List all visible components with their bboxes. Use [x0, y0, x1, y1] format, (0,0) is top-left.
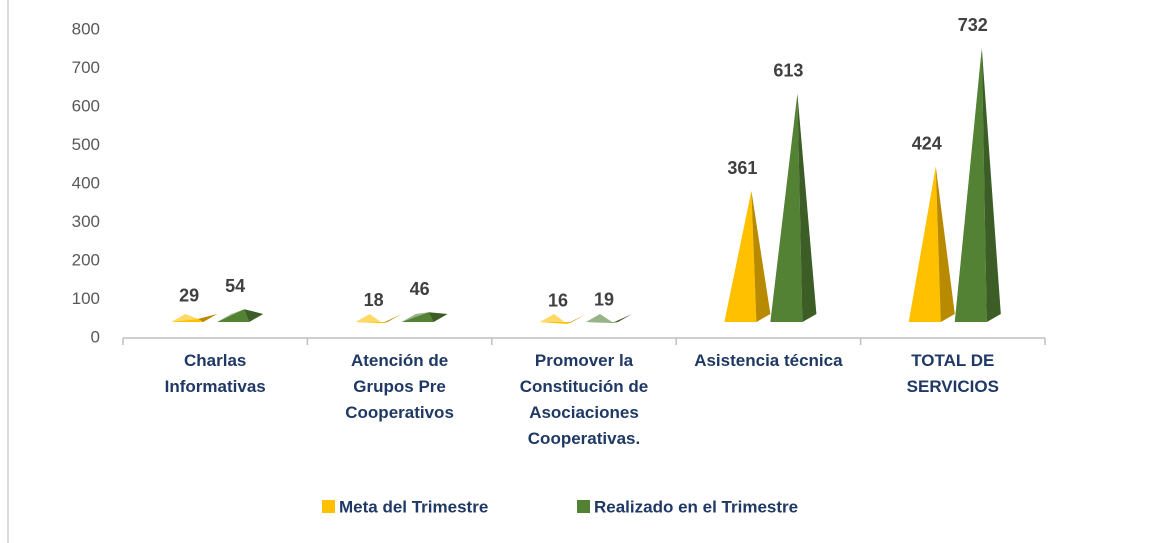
pyramid-side [198, 314, 218, 322]
pyramid-side [428, 312, 448, 322]
value-label: 732 [958, 15, 988, 35]
pyramid-back [355, 314, 383, 324]
value-label: 424 [912, 134, 942, 154]
pyramid-shade [935, 166, 955, 322]
value-label: 16 [548, 291, 568, 311]
y-tick-label: 700 [72, 58, 100, 77]
pyramid-shade [198, 314, 218, 322]
pyramid [724, 191, 771, 322]
value-label: 613 [773, 61, 803, 81]
pyramid-side [935, 166, 955, 322]
x-tick-label: Charlas Informativas [164, 351, 266, 396]
x-tick-label: Asistencia técnica [694, 351, 843, 370]
pyramid-front [217, 309, 250, 322]
y-tick-label: 800 [72, 19, 100, 38]
pyramid [540, 314, 586, 324]
value-label: 18 [364, 290, 384, 310]
value-label: 54 [225, 276, 245, 296]
pyramid-side [797, 93, 817, 323]
x-tick-label: Promover la Constitución de Asociaciones… [519, 351, 649, 448]
pyramid-side [567, 314, 586, 324]
x-tick-label: TOTAL DE SERVICIOS [906, 351, 999, 396]
pyramid-side [382, 314, 402, 324]
pyramid-shade [613, 314, 632, 323]
y-tick-label: 200 [72, 250, 100, 269]
y-tick-label: 600 [72, 96, 100, 115]
pyramid-shade [751, 191, 771, 322]
value-label: 19 [594, 289, 614, 309]
pyramid-side [613, 314, 632, 323]
pyramid-shade [567, 314, 586, 324]
y-tick-label: 100 [72, 289, 100, 308]
value-label: 46 [410, 279, 430, 299]
pyramid-back [586, 314, 613, 323]
pyramid-shade [382, 314, 402, 324]
legend-swatch [322, 500, 335, 513]
y-tick-label: 0 [91, 327, 100, 346]
value-label: 361 [727, 158, 757, 178]
pyramid-back [724, 191, 752, 322]
pyramid [586, 314, 632, 323]
pyramid-back [171, 314, 199, 322]
pyramid-back [217, 309, 245, 322]
pyramid-side [244, 309, 264, 322]
pyramid-shade [244, 309, 264, 322]
pyramid-side [751, 191, 771, 322]
pyramid-side [981, 48, 1001, 323]
pyramid-back [908, 166, 936, 322]
pyramid [908, 166, 955, 322]
pyramid-shade [797, 93, 817, 323]
pyramid-back [770, 93, 798, 323]
pyramid-shade [428, 312, 448, 322]
y-tick-label: 500 [72, 135, 100, 154]
pyramid-front [171, 318, 204, 322]
pyramid-shade [981, 48, 1001, 323]
pyramid-front [401, 312, 434, 322]
pyramid-back [540, 314, 567, 324]
pyramid [401, 312, 448, 322]
x-tick-label: Atención de Grupos Pre Cooperativos [345, 351, 454, 422]
legend-label: Meta del Trimestre [339, 497, 488, 516]
legend-swatch [577, 500, 590, 513]
pyramid [770, 93, 817, 323]
pyramid-back [954, 48, 982, 323]
pyramid [171, 314, 218, 322]
pyramid [217, 309, 264, 322]
pyramid [954, 48, 1001, 323]
y-tick-label: 400 [72, 173, 100, 192]
legend-label: Realizado en el Trimestre [594, 497, 798, 516]
y-tick-label: 300 [72, 212, 100, 231]
pyramid [355, 314, 402, 324]
pyramid-back [401, 312, 429, 322]
value-label: 29 [179, 286, 199, 306]
